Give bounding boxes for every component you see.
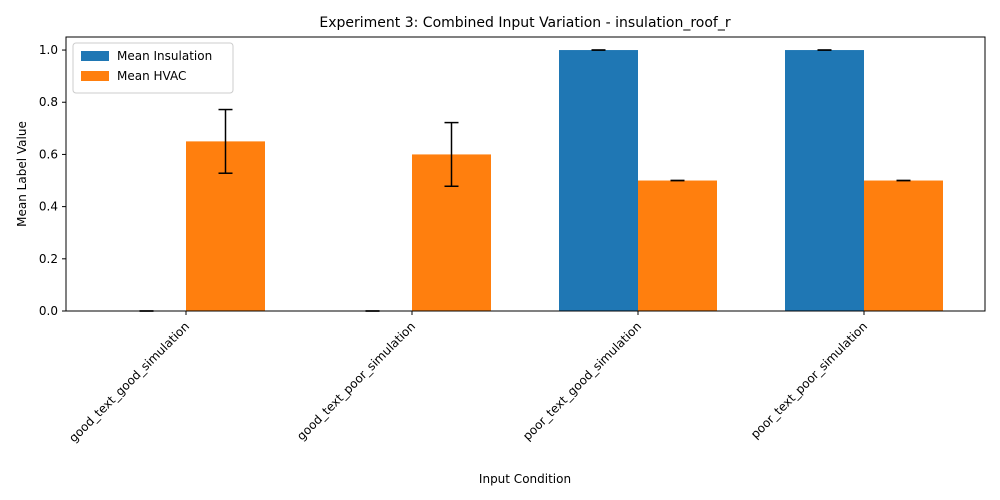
y-axis-label: Mean Label Value (15, 121, 29, 227)
bar-mean-hvac (864, 180, 943, 311)
legend-swatch (81, 51, 109, 61)
bar-mean-hvac (638, 180, 717, 311)
x-tick-label: poor_text_poor_simulation (748, 319, 870, 441)
legend-entry: Mean HVAC (117, 69, 186, 83)
bar-mean-insulation (559, 50, 638, 312)
y-tick-label: 0.0 (39, 304, 58, 318)
legend: Mean Insulation Mean HVAC (72, 42, 234, 94)
chart-title: Experiment 3: Combined Input Variation -… (319, 15, 730, 31)
plot-area: 0.0 0.2 0.4 0.6 0.8 1.0 good_text_good_simulat… (39, 36, 986, 445)
legend-swatch (81, 71, 109, 81)
axes-frame (65, 36, 986, 312)
x-tick-label: poor_text_good_simulation (520, 319, 644, 443)
y-tick-label: 0.2 (39, 252, 58, 266)
x-tick-label: good_text_poor_simulation (294, 319, 418, 443)
x-tick-label: good_text_good_simulation (66, 319, 192, 445)
legend-entry: Mean Insulation (117, 49, 212, 63)
bar-mean-insulation (785, 50, 864, 312)
x-axis-label: Input Condition (479, 472, 571, 486)
y-tick-label: 0.6 (39, 147, 58, 161)
legend-box (72, 42, 234, 94)
y-tick-label: 0.8 (39, 95, 58, 109)
y-tick-label: 1.0 (39, 43, 58, 57)
y-tick-label: 0.4 (39, 200, 58, 214)
